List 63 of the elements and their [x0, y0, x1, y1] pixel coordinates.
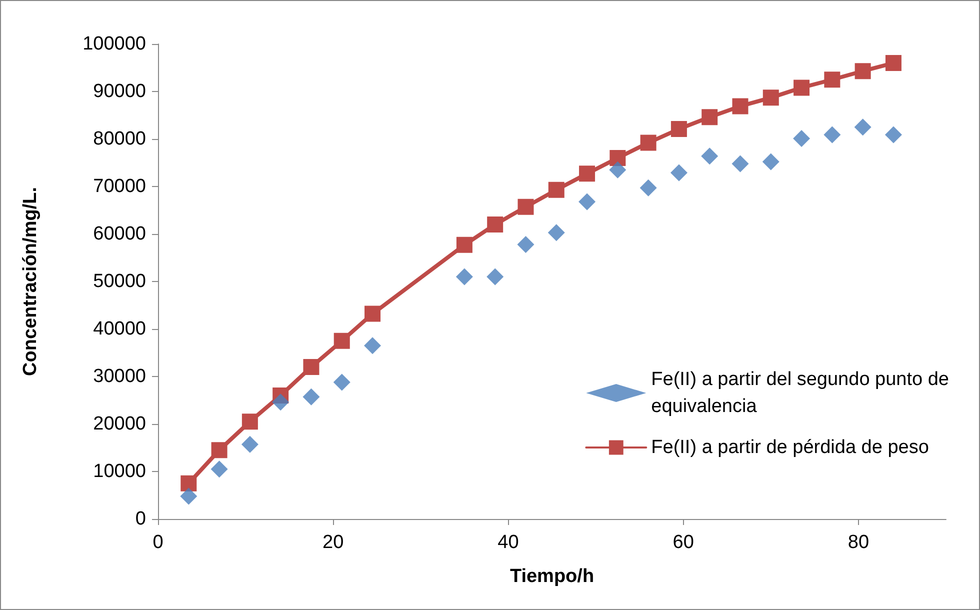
point [364, 306, 381, 322]
point [670, 164, 688, 182]
point [242, 414, 258, 430]
point [517, 236, 534, 253]
y-tick-label: 100000 [82, 34, 146, 54]
point [640, 179, 657, 196]
point [333, 374, 350, 391]
point [211, 442, 228, 458]
point [548, 224, 565, 242]
point [579, 166, 596, 182]
point [640, 134, 656, 151]
point [578, 193, 596, 210]
legend-label: Fe(II) a partir de pérdida de peso [651, 437, 929, 458]
y-tick-label: 80000 [93, 128, 146, 150]
legend-label: Fe(II) a partir del segundo punto de equivalencia [651, 369, 950, 417]
point [241, 436, 258, 453]
point [609, 161, 626, 178]
point [334, 332, 350, 349]
point [854, 118, 872, 136]
point [303, 359, 320, 375]
point [854, 63, 871, 80]
y-tick-label: 20000 [93, 414, 146, 434]
point [180, 488, 198, 505]
point [824, 126, 841, 144]
point [272, 394, 290, 411]
point [701, 148, 718, 165]
point [610, 150, 626, 166]
x-tick-label: 20 [322, 532, 344, 553]
point [762, 90, 779, 106]
point [302, 388, 320, 406]
x-axis-title: Tiempo/h [510, 566, 594, 587]
point [518, 198, 534, 215]
point [670, 121, 687, 138]
x-tick-label: 0 [152, 532, 164, 553]
x-tick-label: 60 [672, 532, 694, 553]
point [210, 460, 228, 478]
point [487, 216, 504, 232]
y-tick-label: 50000 [93, 271, 146, 292]
point [762, 153, 780, 170]
y-tick-label: 60000 [93, 224, 146, 244]
point [794, 80, 810, 96]
y-tick-label: 90000 [93, 81, 146, 102]
y-tick-label: 40000 [93, 318, 146, 340]
point [732, 98, 748, 114]
point [732, 155, 749, 172]
point [486, 268, 504, 286]
y-tick-label: 70000 [93, 176, 146, 197]
y-axis-title: Concentración/mg/L. [20, 187, 41, 376]
point [180, 475, 197, 492]
point [824, 72, 840, 88]
x-tick-label: 80 [848, 532, 870, 553]
point [364, 337, 382, 354]
y-tick-label: 0 [135, 508, 146, 530]
x-tick-label: 40 [498, 532, 519, 553]
point [456, 236, 472, 253]
y-tick-label: 10000 [93, 461, 146, 482]
y-tick-label: 30000 [93, 366, 146, 387]
point [793, 130, 810, 148]
point [884, 126, 902, 144]
point [702, 109, 718, 126]
point [885, 55, 902, 71]
point [456, 268, 473, 286]
point [548, 182, 564, 198]
